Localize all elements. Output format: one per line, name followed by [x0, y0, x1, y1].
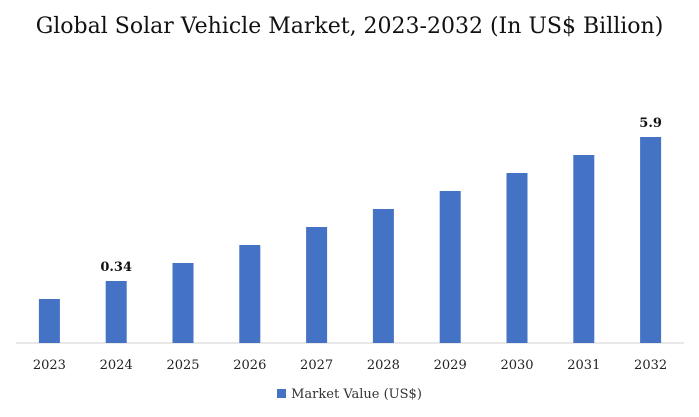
bar-2026 — [239, 245, 261, 343]
legend: Market Value (US$) — [0, 387, 699, 402]
x-tick-2031: 2031 — [567, 358, 600, 373]
bar-2031 — [573, 155, 595, 343]
x-tick-2029: 2029 — [434, 358, 467, 373]
legend-swatch — [277, 389, 287, 398]
x-tick-2026: 2026 — [233, 358, 266, 373]
bar-group — [38, 137, 662, 343]
bar-2025 — [172, 263, 194, 343]
x-tick-2023: 2023 — [33, 358, 66, 373]
x-tick-labels: 2023 2024 2025 2026 2027 2028 2029 2030 2031 2032 — [33, 358, 667, 373]
x-tick-2027: 2027 — [300, 358, 333, 373]
legend-label: Market Value (US$) — [291, 387, 422, 402]
bar-2030 — [506, 173, 528, 343]
x-tick-2024: 2024 — [100, 358, 133, 373]
x-tick-2028: 2028 — [367, 358, 400, 373]
x-tick-2025: 2025 — [166, 358, 199, 373]
bar-2024 — [105, 281, 127, 343]
bar-2023 — [38, 299, 60, 343]
x-tick-2030: 2030 — [500, 358, 533, 373]
bar-2032 — [640, 137, 662, 343]
bar-2029 — [439, 191, 461, 343]
x-tick-2032: 2032 — [634, 358, 667, 373]
bar-2028 — [372, 209, 394, 343]
bar-2027 — [306, 227, 328, 343]
data-label-2024: 0.34 — [100, 260, 132, 275]
data-labels: 0.34 5.9 — [100, 116, 662, 275]
data-label-2032: 5.9 — [639, 116, 662, 131]
chart-title: Global Solar Vehicle Market, 2023-2032 (… — [35, 14, 664, 39]
